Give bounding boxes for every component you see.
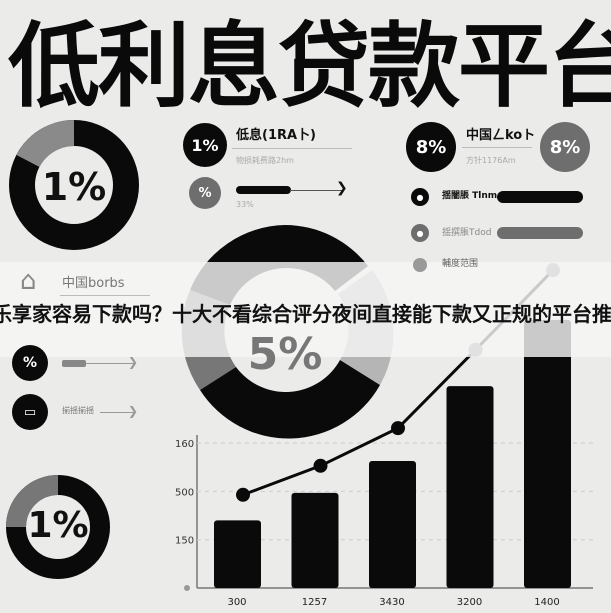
trend-point (236, 487, 250, 502)
row1-sub: 物损耗费路2hm (236, 156, 294, 165)
bar (214, 520, 261, 588)
bottom-left-donut-label: 1% (27, 505, 89, 546)
x-tick-label: 1400 (534, 597, 559, 608)
x-tick-label: 300 (227, 597, 246, 608)
progress-bar (497, 227, 583, 239)
arrow-icon: ❯ (128, 355, 139, 369)
dot-icon (413, 258, 427, 272)
left-row2-label: 揃揺揃揺 (62, 406, 94, 415)
row1-label: 低息(1RA卜) (236, 128, 316, 143)
y-tick-label: 150 (175, 536, 194, 547)
trend-point (391, 421, 405, 436)
rate-badge-left: 8% (406, 122, 456, 172)
row2-sub: 33% (236, 200, 254, 209)
page-title: 低利息贷款平台 (8, 13, 611, 120)
percent-badge: % (12, 345, 48, 381)
bar (446, 386, 494, 588)
right-row-label: 輔度范围 (442, 259, 479, 269)
home-icon: ⌂ (20, 266, 37, 296)
banner-text[interactable]: 乐享家容易下款吗？十大不看综合评分夜间直接能下款又正规的平台推荐 (0, 302, 611, 326)
rate-badge: 1% (183, 123, 227, 167)
y-tick-label: 500 (175, 487, 194, 498)
trend-point (313, 458, 328, 473)
rate-badge-right: 8% (540, 122, 590, 172)
center-donut-label: 5% (247, 329, 323, 380)
bar (369, 460, 416, 588)
right-row-label: 揺闇脹 Tlnm (442, 191, 498, 201)
y-tick-label: 160 (175, 439, 194, 450)
origin-dot (184, 585, 190, 591)
user-icon: ● (411, 188, 429, 206)
left-section-label: 中国bоrbs (62, 276, 125, 291)
bar (524, 319, 571, 588)
monitor-icon: ▭ (12, 394, 48, 430)
x-tick-label: 3430 (379, 597, 404, 608)
bottom-left-donut (6, 475, 110, 579)
progress-bar (497, 191, 583, 203)
top-left-donut-label: 1% (41, 165, 107, 209)
right-header-label: 中国ㄥkoト (466, 128, 536, 143)
x-tick-label: 3200 (457, 597, 482, 608)
right-header-sub: 方针1176Am (466, 156, 516, 165)
banner-overlay (0, 262, 611, 357)
right-row-label: 揺撰脹Tdod (442, 228, 492, 238)
arrow-icon: ❯ (336, 180, 348, 196)
top-left-donut (9, 120, 139, 250)
info-icon: ● (411, 224, 429, 242)
bar (291, 492, 339, 588)
percent-badge: % (189, 177, 221, 209)
arrow-icon: ❯ (128, 404, 139, 418)
x-tick-label: 1257 (302, 597, 327, 608)
